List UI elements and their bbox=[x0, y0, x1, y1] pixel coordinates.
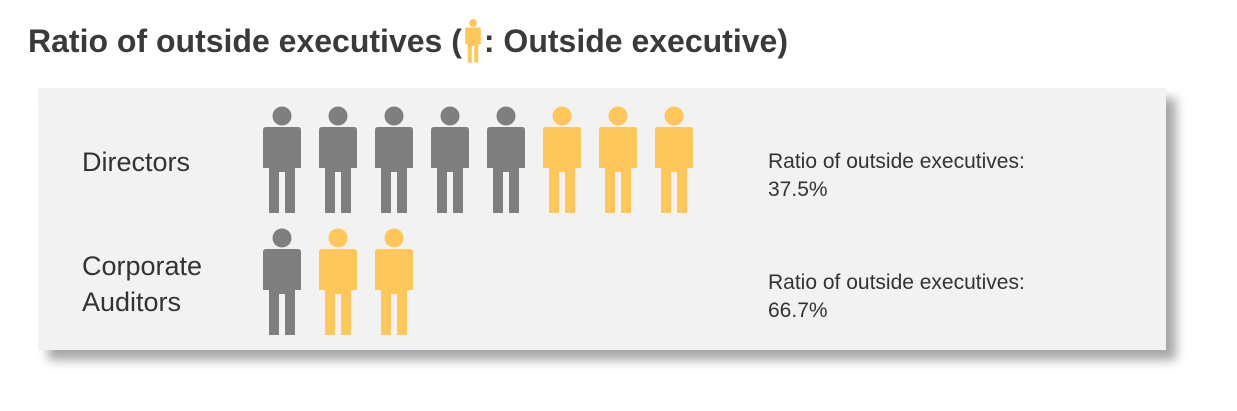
inside-executive-person-icon bbox=[263, 228, 301, 335]
title-suffix: : Outside executive) bbox=[483, 23, 788, 59]
ratio-text-directors: Ratio of outside executives: 37.5% bbox=[768, 148, 1025, 204]
pictograph-row-corporate-auditors bbox=[263, 228, 413, 335]
inside-executive-person-icon bbox=[431, 106, 469, 213]
outside-executive-legend-icon bbox=[465, 19, 481, 63]
ratio-value-corporate-auditors: 66.7% bbox=[768, 299, 828, 322]
outside-executive-person-icon bbox=[375, 228, 413, 335]
ratio-label-corporate-auditors: Ratio of outside executives: bbox=[768, 271, 1025, 294]
inside-executive-person-icon bbox=[319, 106, 357, 213]
ratio-label-directors: Ratio of outside executives: bbox=[768, 150, 1025, 173]
inside-executive-person-icon bbox=[487, 106, 525, 213]
row-label-directors: Directors bbox=[82, 147, 191, 177]
pictograph-row-directors bbox=[263, 106, 693, 213]
outside-executive-person-icon bbox=[655, 106, 693, 213]
inside-executive-person-icon bbox=[263, 106, 301, 213]
chart-title: Ratio of outside executives ( : Outside … bbox=[28, 18, 788, 64]
ratio-text-corporate-auditors: Ratio of outside executives: 66.7% bbox=[768, 269, 1025, 325]
outside-executive-person-icon bbox=[543, 106, 581, 213]
outside-executive-person-icon bbox=[319, 228, 357, 335]
row-label-corporate-auditors: Corporate Auditors bbox=[82, 251, 203, 317]
inside-executive-person-icon bbox=[375, 106, 413, 213]
title-prefix: Ratio of outside executives ( bbox=[28, 23, 462, 59]
outside-executive-person-icon bbox=[599, 106, 637, 213]
ratio-value-directors: 37.5% bbox=[768, 178, 828, 201]
